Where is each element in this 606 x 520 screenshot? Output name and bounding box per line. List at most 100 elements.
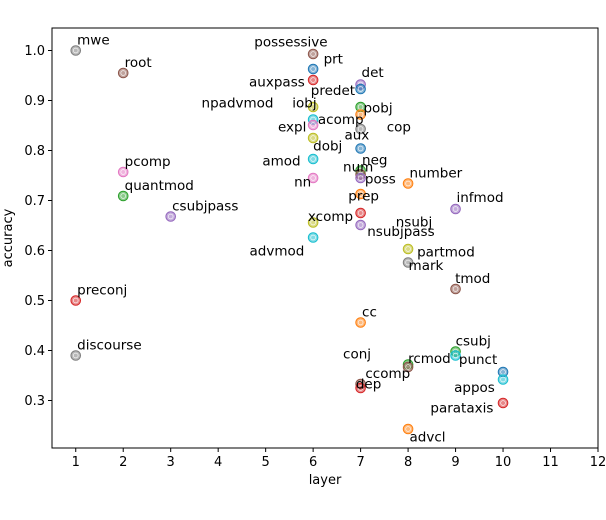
data-point-marker [355,83,366,95]
data-point-marker [402,243,414,255]
data-point [355,317,366,328]
point-label: auxpass [249,75,305,91]
data-point-marker [307,63,319,75]
data-point-ring [357,86,364,92]
x-axis-title: layer [309,473,342,488]
data-point [307,132,319,144]
y-axis-title: accuracy [1,208,16,267]
point-label: mwe [77,33,110,49]
data-point [402,257,414,268]
data-point-marker [307,48,319,60]
point-label: possessive [254,35,327,51]
data-point-ring [72,47,79,54]
y-tick-label: 0.9 [24,94,45,109]
point-label: infmod [457,190,504,206]
data-point-ring [120,169,126,175]
point-label: appos [454,380,495,396]
point-label: pcomp [125,154,171,170]
data-point-ring [357,191,364,197]
data-point-ring [310,156,316,162]
data-point [450,350,461,361]
data-point-ring [167,213,174,220]
point-label: xcomp [308,209,353,225]
data-point-ring [310,51,316,57]
data-point-ring [405,246,411,252]
data-point [307,217,319,228]
x-tick-label: 12 [590,455,606,470]
data-point-ring [120,70,126,76]
data-point-marker [70,295,82,306]
point-label: npadvmod [202,96,274,112]
data-point-ring [357,126,364,132]
data-point [497,374,509,385]
point-label: neg [362,153,387,169]
data-point [355,109,366,120]
y-tick-label: 0.3 [24,394,45,409]
point-label: mark [409,258,444,274]
point-label: rcmod [408,351,451,367]
data-point [70,45,82,56]
x-tick-label: 3 [167,455,175,470]
data-point [355,83,366,95]
data-point-marker [355,109,366,120]
data-point [450,203,461,215]
data-point-marker [307,74,319,86]
data-point [307,172,319,184]
x-tick-label: 7 [356,455,364,470]
data-point-marker [307,119,319,131]
x-tick-label: 4 [214,455,222,470]
point-label: csubj [456,334,491,350]
data-point-ring [357,222,364,228]
point-label: root [125,55,152,71]
data-point [402,243,414,255]
data-point-marker [450,203,461,215]
data-point-marker [307,232,319,243]
data-point-marker [355,317,366,328]
data-point [307,63,319,75]
point-label: pobj [363,101,392,117]
plot-frame [51,27,599,449]
data-point-marker [307,172,319,184]
data-point [307,153,319,165]
data-point-ring [357,111,364,118]
data-point-marker [355,172,366,184]
point-label: cop [387,120,411,136]
data-point-ring [310,104,316,110]
x-tick-label: 10 [495,455,512,470]
data-point-ring [310,234,316,241]
data-point-marker [497,397,509,409]
data-point-ring [405,180,411,187]
data-point-marker [355,143,366,154]
data-point [355,143,366,154]
point-label: nn [294,175,311,191]
data-point-ring [357,175,364,181]
point-label: discourse [77,338,141,354]
point-label: cc [362,305,377,321]
data-point-marker [450,283,461,295]
data-point-marker [402,361,414,373]
points-layer [70,45,509,435]
point-label: prt [324,52,343,68]
data-point-marker [70,45,82,56]
data-point-ring [310,122,316,128]
data-point-ring [310,175,316,181]
point-label: advcl [410,430,446,446]
y-tick-label: 1.0 [24,44,45,59]
point-label: csubjpass [172,199,238,215]
point-label: aux [344,128,369,144]
data-point [307,48,319,60]
point-label: tmod [455,271,490,287]
data-point-marker [355,219,366,231]
data-point [497,397,509,409]
x-tick-label: 11 [542,455,559,470]
data-point-marker [307,132,319,144]
point-label: conj [343,347,371,363]
data-point-marker [355,188,366,200]
point-label: dobj [313,139,342,155]
data-point-marker [355,382,366,394]
data-point [307,74,319,86]
data-point [355,172,366,184]
point-label: partmod [417,245,475,261]
data-point-ring [405,259,411,266]
data-point-marker [117,190,129,202]
